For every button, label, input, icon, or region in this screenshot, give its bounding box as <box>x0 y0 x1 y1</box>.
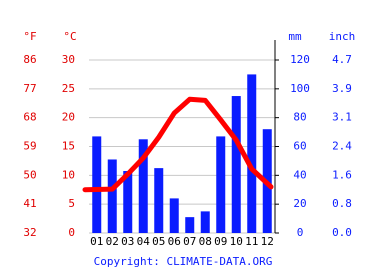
precip-bar <box>216 136 226 233</box>
x-tick-label: 10 <box>230 235 243 248</box>
unit-inch: inch <box>329 30 356 43</box>
y-fahrenheit-label: 77 <box>23 82 36 95</box>
y2-inch-label: 1.6 <box>332 168 352 181</box>
y2-inch-label: 0.0 <box>332 226 352 239</box>
y-fahrenheit-label: 86 <box>23 53 36 66</box>
y2-tick-label: 40 <box>293 168 306 181</box>
y2-tick-label: 20 <box>293 197 306 210</box>
precip-bar <box>123 171 133 233</box>
x-tick-label: 08 <box>199 235 212 248</box>
x-tick-label: 11 <box>245 235 258 248</box>
y-tick-label: 20 <box>62 111 75 124</box>
x-tick-label: 06 <box>168 235 181 248</box>
precip-bar <box>154 168 164 233</box>
y-tick-label: 15 <box>62 140 75 153</box>
y-fahrenheit-label: 68 <box>23 111 36 124</box>
x-tick-label: 04 <box>137 235 151 248</box>
y-tick-label: 10 <box>62 168 75 181</box>
y-fahrenheit-label: 41 <box>23 197 36 210</box>
y2-inch-label: 4.7 <box>332 53 352 66</box>
precip-bar <box>169 198 179 233</box>
y2-tick-label: 60 <box>293 140 306 153</box>
unit-mm: mm <box>288 30 302 43</box>
x-tick-label: 01 <box>90 235 103 248</box>
y-fahrenheit-label: 59 <box>23 140 36 153</box>
unit-celsius: °C <box>63 30 76 43</box>
y2-inch-label: 2.4 <box>332 140 352 153</box>
x-tick-label: 05 <box>152 235 165 248</box>
y2-tick-label: 0 <box>297 226 304 239</box>
precip-bar <box>247 74 257 234</box>
y-tick-label: 30 <box>62 53 75 66</box>
y2-inch-label: 0.8 <box>332 197 352 210</box>
y-fahrenheit-label: 32 <box>23 226 36 239</box>
precip-bar <box>200 211 210 233</box>
y2-inch-label: 3.9 <box>332 82 352 95</box>
precip-bar <box>185 217 195 233</box>
precip-bar <box>92 136 102 233</box>
x-tick-label: 07 <box>183 235 196 248</box>
copyright: Copyright: CLIMATE-DATA.ORG <box>94 255 273 268</box>
x-tick-label: 03 <box>121 235 134 248</box>
precip-bar <box>231 96 241 234</box>
unit-fahrenheit: °F <box>23 30 36 43</box>
y2-tick-label: 120 <box>290 53 310 66</box>
y-tick-label: 0 <box>68 226 75 239</box>
y-tick-label: 25 <box>62 82 75 95</box>
temperature-line <box>82 96 274 193</box>
x-tick-label: 09 <box>214 235 227 248</box>
x-tick-label: 02 <box>106 235 119 248</box>
precip-bar <box>138 139 148 233</box>
y2-tick-label: 80 <box>293 111 306 124</box>
y2-inch-label: 3.1 <box>332 111 352 124</box>
y2-tick-label: 100 <box>290 82 310 95</box>
y-tick-label: 5 <box>68 197 75 210</box>
x-tick-label: 12 <box>261 235 274 248</box>
y-fahrenheit-label: 50 <box>23 168 36 181</box>
precip-bar <box>107 159 117 233</box>
